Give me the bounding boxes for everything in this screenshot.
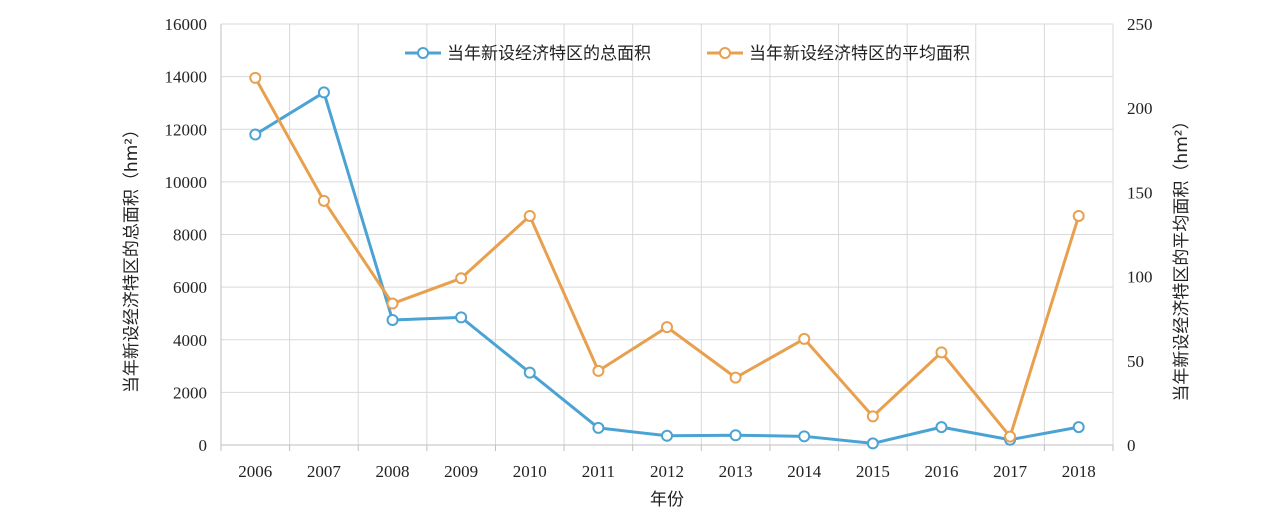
data-point bbox=[317, 194, 330, 207]
left-y-tick-label: 10000 bbox=[165, 173, 208, 192]
data-point bbox=[317, 86, 330, 99]
data-point bbox=[523, 209, 536, 222]
data-point bbox=[729, 371, 742, 384]
x-tick-label: 2014 bbox=[787, 462, 822, 481]
legend-item-total-area: 当年新设经济特区的总面积 bbox=[405, 44, 651, 64]
series-line bbox=[253, 77, 1081, 439]
data-point bbox=[1072, 421, 1085, 434]
data-point bbox=[455, 311, 468, 324]
x-tick-labels: 2006 2007 2008 2009 2010 2011 2012 2013 2014 2015… bbox=[238, 462, 1095, 481]
right-y-tick-label: 200 bbox=[1127, 99, 1153, 118]
x-axis-title: 年份 bbox=[650, 490, 684, 510]
data-point bbox=[386, 297, 399, 310]
data-point bbox=[729, 429, 742, 442]
left-y-tick-label: 6000 bbox=[173, 278, 207, 297]
right-y-tick-label: 0 bbox=[1127, 436, 1136, 455]
legend: 当年新设经济特区的总面积 当年新设经济特区的平均面积 bbox=[405, 44, 970, 64]
right-y-tick-labels: 0 50 100 150 200 250 bbox=[1127, 15, 1153, 455]
x-tick-label: 2013 bbox=[719, 462, 753, 481]
data-point bbox=[935, 346, 948, 359]
series-total-area bbox=[249, 86, 1085, 450]
data-point bbox=[1072, 209, 1085, 222]
data-point bbox=[935, 421, 948, 434]
series-average-area bbox=[249, 71, 1085, 443]
legend-marker-total-area bbox=[417, 47, 429, 59]
data-point bbox=[592, 421, 605, 434]
axes bbox=[220, 24, 1114, 451]
x-tick-label: 2017 bbox=[993, 462, 1028, 481]
left-y-tick-label: 16000 bbox=[165, 15, 208, 34]
data-point bbox=[455, 272, 468, 285]
right-y-tick-label: 250 bbox=[1127, 15, 1153, 34]
left-y-tick-label: 0 bbox=[199, 436, 208, 455]
left-y-tick-labels: 0 2000 4000 6000 8000 10000 12000 14000 16000 bbox=[165, 15, 208, 455]
left-y-tick-label: 8000 bbox=[173, 226, 207, 245]
x-tick-label: 2008 bbox=[376, 462, 410, 481]
legend-marker-average-area bbox=[719, 47, 731, 59]
data-point bbox=[661, 321, 673, 334]
legend-label-average-area: 当年新设经济特区的平均面积 bbox=[749, 44, 970, 64]
left-y-tick-label: 2000 bbox=[173, 383, 207, 402]
data-point bbox=[866, 410, 879, 423]
data-point bbox=[386, 314, 399, 327]
legend-item-average-area: 当年新设经济特区的平均面积 bbox=[707, 44, 970, 64]
data-point bbox=[523, 366, 536, 379]
series-layer bbox=[249, 71, 1085, 450]
x-tick-label: 2009 bbox=[444, 462, 478, 481]
legend-label-total-area: 当年新设经济特区的总面积 bbox=[447, 44, 651, 64]
right-y-axis-title: 当年新设经济特区的平均面积（hm²） bbox=[1172, 112, 1192, 401]
right-y-tick-label: 50 bbox=[1127, 352, 1144, 371]
x-tick-label: 2015 bbox=[856, 462, 890, 481]
right-y-tick-label: 150 bbox=[1127, 183, 1153, 202]
grid-lines bbox=[221, 23, 1114, 445]
x-tick-label: 2006 bbox=[238, 462, 272, 481]
series-line bbox=[254, 90, 1079, 445]
x-tick-label: 2018 bbox=[1062, 462, 1096, 481]
x-tick-label: 2011 bbox=[582, 462, 615, 481]
left-y-axis-title: 当年新设经济特区的总面积（hm²） bbox=[122, 121, 142, 393]
data-point bbox=[1004, 430, 1017, 443]
data-point bbox=[249, 71, 262, 84]
data-point bbox=[249, 128, 262, 141]
left-y-tick-label: 4000 bbox=[173, 331, 207, 350]
data-point bbox=[798, 332, 811, 345]
x-tick-label: 2012 bbox=[650, 462, 684, 481]
data-point bbox=[866, 437, 879, 450]
data-point bbox=[798, 430, 811, 443]
x-tick-label: 2010 bbox=[513, 462, 547, 481]
left-y-tick-label: 12000 bbox=[165, 120, 208, 139]
data-point bbox=[592, 364, 605, 377]
x-tick-label: 2016 bbox=[924, 462, 958, 481]
right-y-tick-label: 100 bbox=[1127, 268, 1153, 287]
x-tick-label: 2007 bbox=[307, 462, 342, 481]
left-y-tick-label: 14000 bbox=[165, 68, 208, 87]
data-point bbox=[661, 429, 673, 442]
